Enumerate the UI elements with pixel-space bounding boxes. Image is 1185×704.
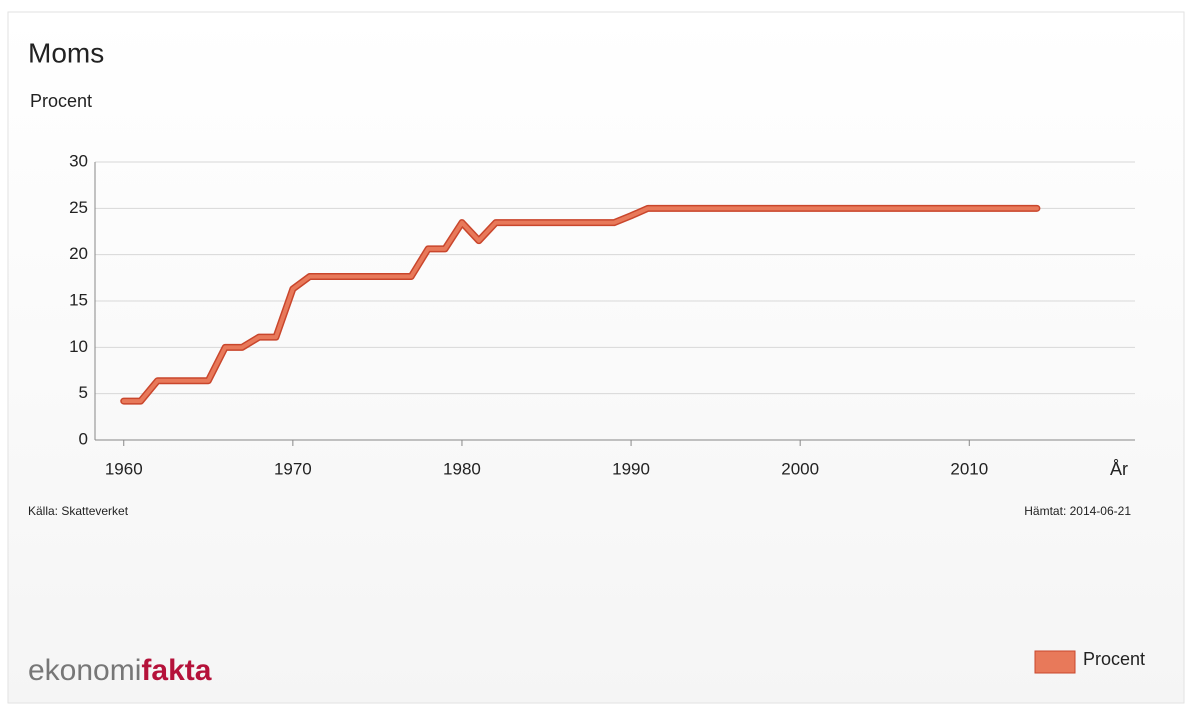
- y-tick-label: 30: [69, 151, 88, 170]
- x-tick-label: 2000: [781, 459, 819, 478]
- legend-label: Procent: [1083, 649, 1145, 669]
- line: [121, 206, 1039, 404]
- y-axis-label: Procent: [30, 91, 92, 111]
- y-tick-label: 10: [69, 337, 88, 356]
- legend-swatch: [1034, 650, 1076, 674]
- x-tick-label: 1980: [443, 459, 481, 478]
- logo-part: ekonomi: [28, 654, 141, 687]
- x-tick-label: 2010: [950, 459, 988, 478]
- x-tick-label: 1970: [274, 459, 312, 478]
- x-axis-label: År: [1110, 459, 1128, 479]
- logo: ekonomifakta: [28, 654, 212, 687]
- x-tick-label: 1990: [612, 459, 650, 478]
- panel: [7, 11, 1185, 704]
- y-tick-label: 20: [69, 244, 88, 263]
- y-tick-label: 0: [79, 429, 88, 448]
- retrieved: Hämtat: 2014-06-21: [1024, 504, 1131, 518]
- y-tick-label: 15: [69, 290, 88, 309]
- y-tick-label: 25: [69, 198, 88, 217]
- y-tick-label: 5: [79, 383, 88, 402]
- x-tick-label: 1960: [105, 459, 143, 478]
- source: Källa: Skatteverket: [28, 504, 129, 518]
- chart-title: Moms: [28, 37, 104, 68]
- logo-part: fakta: [141, 654, 211, 687]
